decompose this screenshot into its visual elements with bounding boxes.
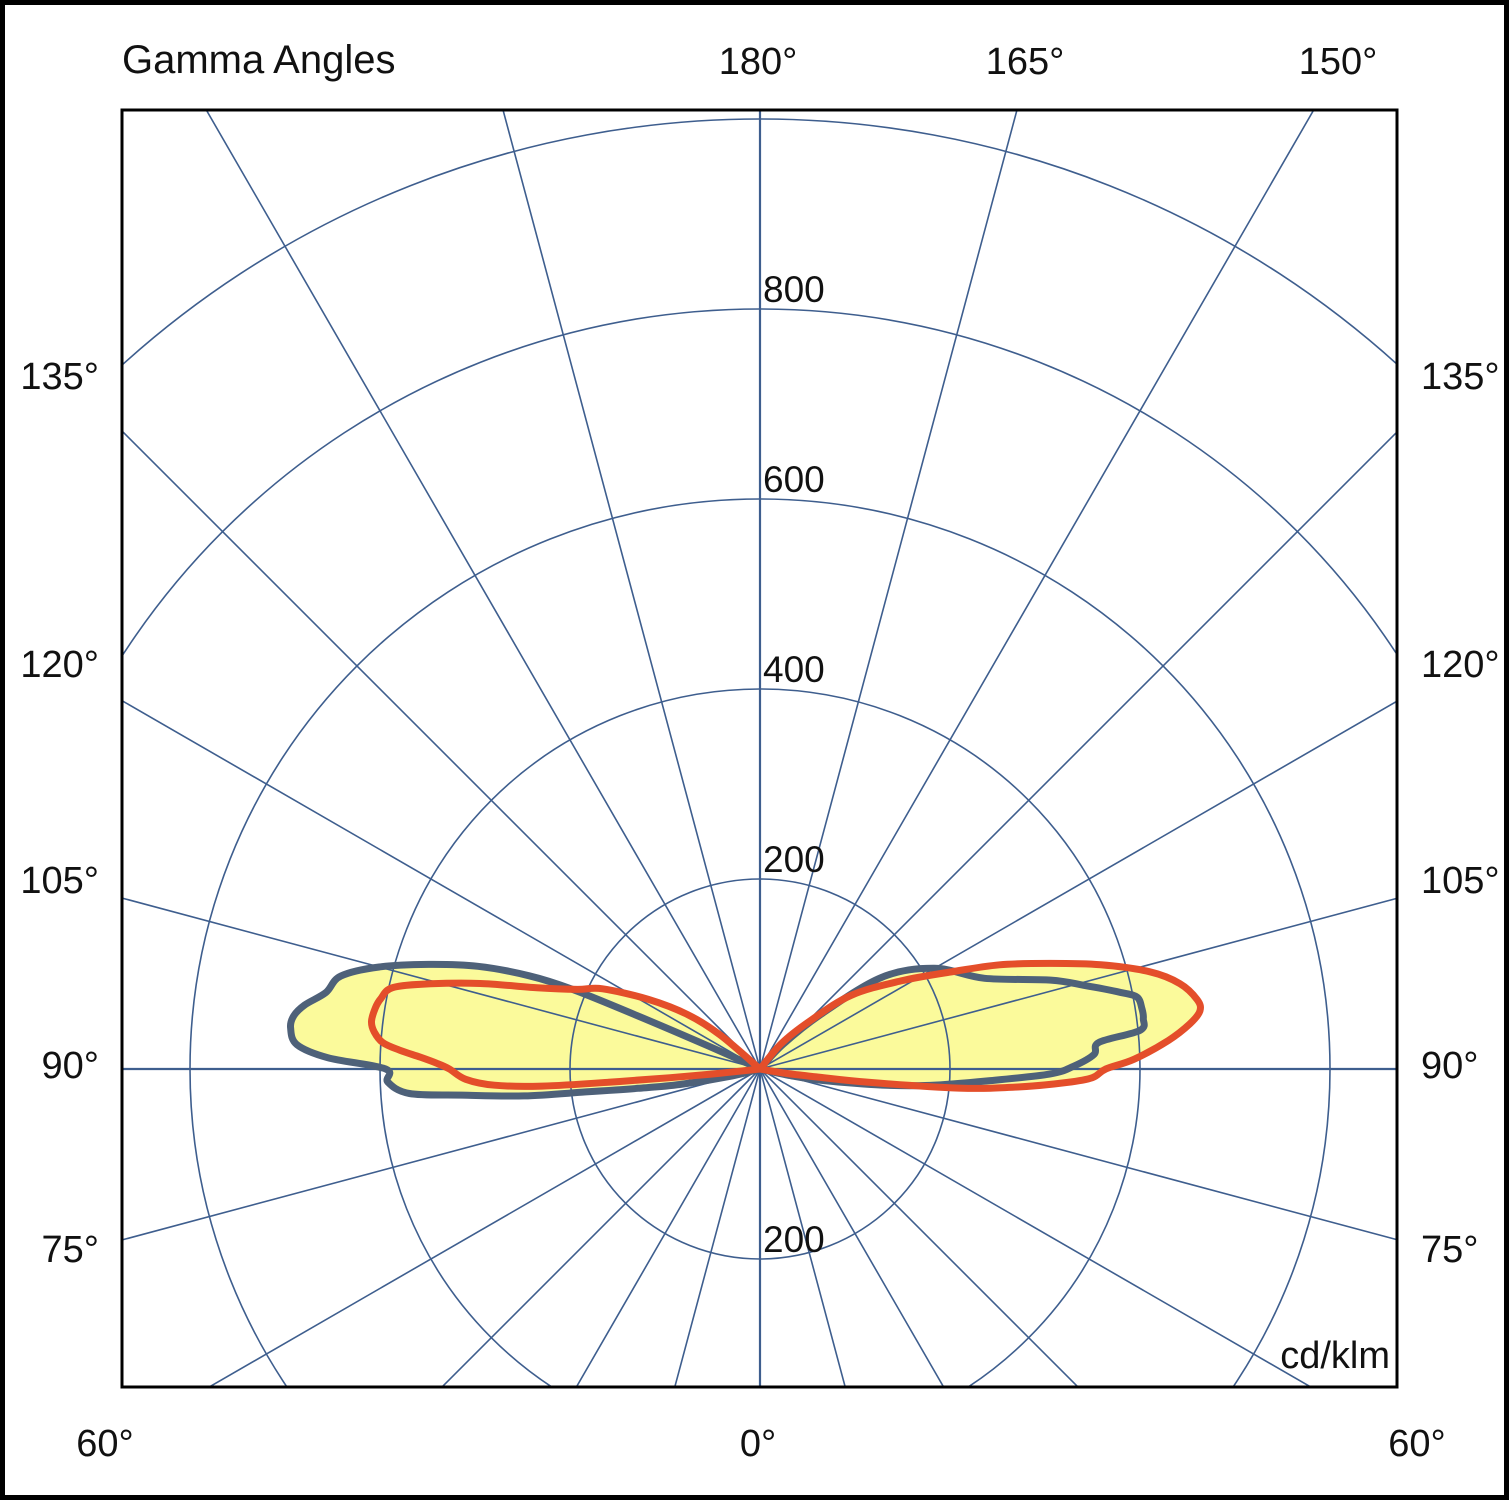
gamma-spoke-285 xyxy=(122,1068,761,1241)
gamma-spoke-345 xyxy=(673,1068,761,1387)
radial-tick-label: 800 xyxy=(763,269,825,310)
gamma-spoke-135 xyxy=(759,430,1397,1070)
gamma-spoke-120 xyxy=(759,700,1397,1070)
unit-label: cd/klm xyxy=(1280,1335,1390,1377)
radial-tick-label: 400 xyxy=(763,649,825,690)
gamma-angle-label: 60° xyxy=(76,1423,133,1465)
gamma-spoke-165 xyxy=(759,110,1018,1070)
gamma-spoke-225 xyxy=(122,429,761,1070)
gamma-angle-label: 60° xyxy=(1388,1423,1445,1465)
gamma-spoke-60 xyxy=(759,1068,1313,1387)
gamma-angle-label: 75° xyxy=(42,1229,99,1271)
radial-tick-labels: 800 600 400 200 200 xyxy=(763,269,825,1260)
gamma-angle-labels: 180° 165° 150° 135° 120° 105° 90° 75° 135° 120° 10… xyxy=(20,41,1499,1465)
gamma-angle-label: 105° xyxy=(20,860,99,902)
gamma-spoke-30 xyxy=(759,1068,945,1387)
gamma-angle-label: 135° xyxy=(1421,356,1500,398)
gamma-angle-label: 180° xyxy=(719,41,798,83)
gamma-spoke-210 xyxy=(205,110,761,1070)
gamma-spoke-105 xyxy=(759,897,1397,1070)
gamma-angle-label: 165° xyxy=(986,41,1065,83)
gamma-spoke-150 xyxy=(759,110,1315,1070)
gamma-angle-label: 150° xyxy=(1299,41,1378,83)
radial-tick-label: 200 xyxy=(763,839,825,880)
gamma-spoke-45 xyxy=(759,1068,1080,1387)
radial-tick-label: 600 xyxy=(763,459,825,500)
grid-circle-800 xyxy=(122,308,1397,658)
gamma-spoke-240 xyxy=(122,699,761,1070)
gamma-spoke-330 xyxy=(575,1068,761,1387)
plane-2-red-curve xyxy=(367,959,1204,1092)
curve-layer xyxy=(286,959,1204,1100)
gamma-angle-label: 90° xyxy=(42,1045,99,1087)
grid-circle-1000 xyxy=(122,118,1397,367)
gamma-spoke-300 xyxy=(207,1068,761,1387)
plot-border xyxy=(120,108,1399,1389)
gamma-spoke-15 xyxy=(759,1068,847,1387)
gamma-spoke-315 xyxy=(440,1068,761,1387)
chart-title: Gamma Angles xyxy=(122,38,395,82)
gamma-angle-label: 120° xyxy=(20,644,99,686)
gamma-angle-label: 135° xyxy=(20,356,99,398)
gamma-angle-label: 90° xyxy=(1421,1045,1478,1087)
gamma-spoke-195 xyxy=(502,110,761,1070)
radial-tick-label: 200 xyxy=(763,1219,825,1260)
gamma-angle-label: 75° xyxy=(1421,1229,1478,1271)
gamma-spoke-75 xyxy=(759,1068,1397,1241)
gamma-angle-label: 120° xyxy=(1421,644,1500,686)
gamma-angle-label: 105° xyxy=(1421,860,1500,902)
gamma-spoke-255 xyxy=(122,897,761,1070)
gamma-angle-label: 0° xyxy=(740,1423,776,1465)
